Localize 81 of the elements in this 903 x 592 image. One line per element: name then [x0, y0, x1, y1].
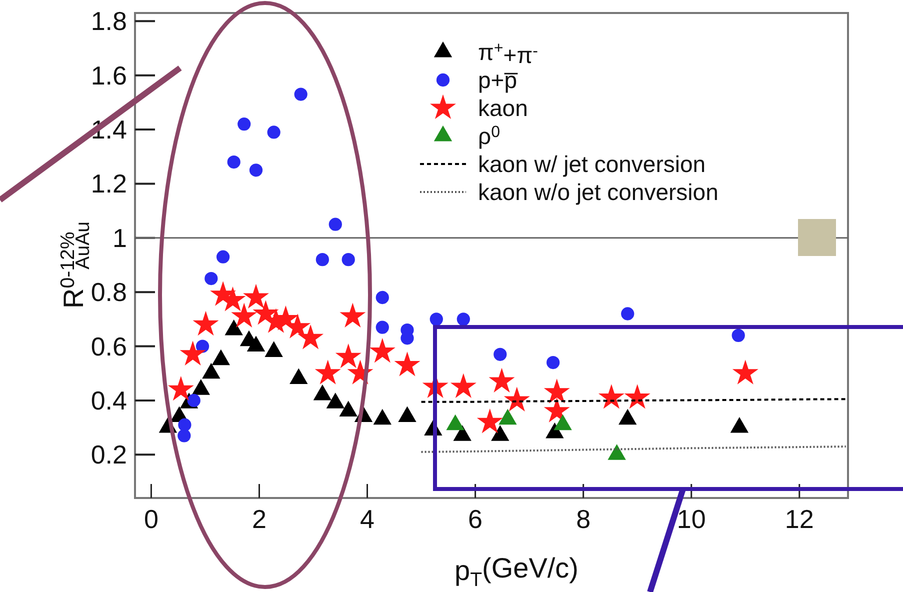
point: [505, 388, 529, 410]
legend-label: ρ$^{0}$: [478, 122, 500, 149]
point: [626, 386, 649, 408]
point: [396, 353, 419, 376]
point: [294, 88, 308, 101]
point: [227, 155, 240, 169]
point: [732, 328, 745, 342]
legend-label: p+p̅: [478, 67, 518, 93]
point: [181, 342, 204, 364]
point: [314, 385, 332, 400]
point: [376, 290, 389, 304]
y-tick-label: 1: [112, 222, 127, 253]
x-tick-label: 8: [576, 504, 591, 534]
y-tick-label: 0.2: [90, 440, 127, 470]
point: [238, 118, 251, 131]
point: [336, 344, 360, 368]
point: [341, 304, 364, 326]
y-tick-label: 1.8: [90, 6, 127, 36]
point: [730, 418, 748, 433]
point: [232, 304, 256, 326]
y-tick-label: 0.8: [90, 277, 127, 308]
point: [494, 348, 507, 361]
point: [499, 410, 516, 425]
point: [202, 364, 220, 379]
point: [430, 312, 443, 326]
legend-label: kaon: [478, 95, 528, 121]
point: [342, 253, 355, 266]
y-tick-label: 1.2: [90, 168, 127, 199]
y-tick-label: 0.6: [90, 331, 127, 362]
point: [456, 312, 470, 326]
point: [247, 336, 265, 352]
point: [398, 406, 416, 422]
point: [340, 401, 357, 417]
x-tick-label: 10: [676, 504, 706, 534]
point: [608, 444, 626, 460]
point: [249, 164, 263, 177]
point: [490, 369, 514, 392]
point: [546, 423, 564, 438]
point: [454, 426, 471, 441]
x-tick-label: 6: [468, 504, 483, 534]
point: [265, 342, 282, 357]
point: [316, 253, 329, 266]
y-tick-label: 0.4: [90, 385, 127, 416]
point: [212, 350, 230, 366]
x-tick-label: 0: [144, 504, 158, 534]
point: [478, 410, 502, 432]
y-tick-label: 1.6: [90, 60, 127, 90]
x-tick-label: 2: [252, 504, 266, 534]
point: [370, 339, 394, 362]
point: [267, 126, 280, 139]
x-tick-label: 4: [360, 504, 374, 534]
legend-label: kaon w/o jet conversion: [478, 179, 718, 205]
point: [169, 377, 193, 400]
point: [225, 320, 242, 336]
point: [376, 320, 389, 334]
point: [492, 426, 509, 441]
point: [545, 399, 568, 422]
point: [298, 326, 322, 348]
point: [192, 380, 210, 395]
point: [316, 361, 340, 384]
point: [194, 312, 218, 335]
point: [619, 410, 636, 425]
point: [328, 218, 342, 231]
point: [546, 356, 560, 370]
point: [554, 414, 572, 430]
point: [446, 414, 464, 430]
legend-label: π$^{+}$+π$^{-}$: [478, 38, 538, 68]
point: [216, 250, 230, 264]
legend-label: kaon w/ jet conversion: [478, 151, 706, 177]
point: [374, 410, 392, 425]
point: [244, 285, 268, 308]
point: [734, 361, 758, 384]
x-axis-title: p$_{T}$(GeV/c): [454, 552, 579, 591]
point: [545, 380, 568, 402]
point: [326, 393, 344, 408]
point: [452, 374, 476, 397]
point: [204, 272, 218, 286]
point: [621, 307, 634, 320]
point: [600, 386, 624, 408]
point: [290, 368, 308, 384]
x-tick-label: 12: [784, 504, 814, 534]
